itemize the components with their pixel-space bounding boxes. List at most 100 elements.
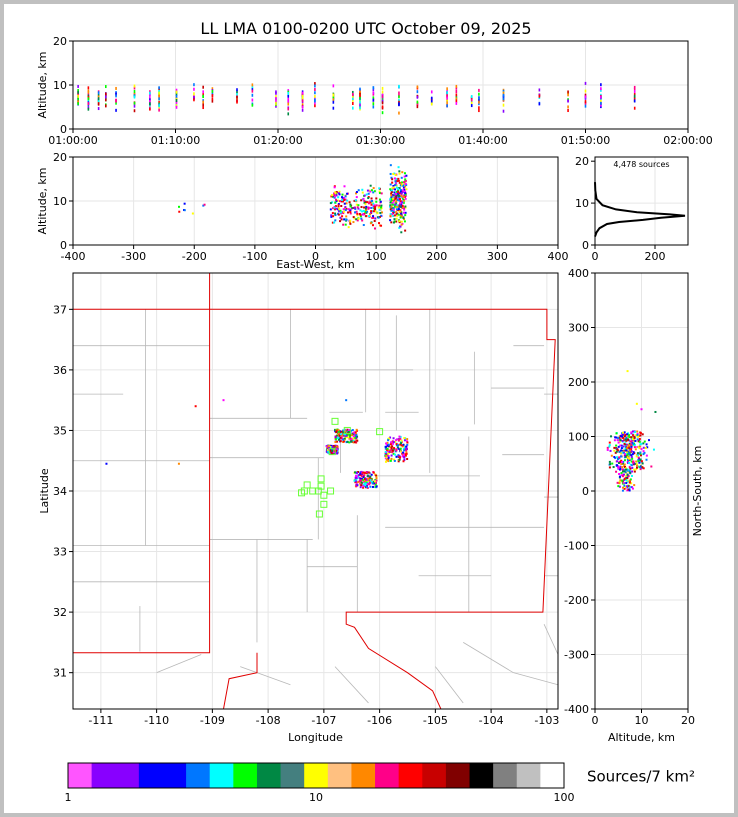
source-point <box>392 184 395 187</box>
colorbar-frame <box>67 762 565 789</box>
source-point <box>341 215 344 218</box>
source-point <box>392 215 395 218</box>
source-point <box>373 483 376 486</box>
source-point <box>618 461 621 464</box>
source-point <box>622 451 625 454</box>
source-point <box>632 461 635 464</box>
source-point <box>389 441 392 444</box>
source-point <box>632 442 635 445</box>
source-point <box>355 480 358 483</box>
source-point <box>353 432 356 435</box>
source-point <box>392 200 395 203</box>
source-point <box>183 202 186 205</box>
source-point <box>335 431 338 434</box>
source-point <box>363 199 366 202</box>
source-point <box>640 408 643 411</box>
source-point <box>624 471 627 474</box>
source-point <box>638 437 641 440</box>
source-point <box>331 221 334 224</box>
source-point <box>636 430 639 433</box>
source-point <box>392 208 395 211</box>
source-point <box>360 217 363 220</box>
time-axis-tick-label: 01:50:00 <box>561 134 610 147</box>
source-point <box>363 474 366 477</box>
source-point <box>380 224 383 227</box>
source-point <box>405 174 408 177</box>
source-point <box>359 87 361 91</box>
source-point <box>372 485 375 488</box>
source-point <box>630 437 633 440</box>
source-point <box>348 433 351 436</box>
source-point <box>335 194 338 197</box>
source-point <box>193 92 195 96</box>
source-point <box>344 436 347 439</box>
x-axis-label: Longitude <box>288 731 343 744</box>
source-point <box>502 97 505 101</box>
source-point <box>367 197 370 200</box>
county-boundary <box>156 654 202 674</box>
source-point <box>406 457 409 460</box>
source-point <box>372 86 375 90</box>
ew-axis-tick-label: 200 <box>426 250 447 263</box>
source-point <box>379 211 382 214</box>
source-point <box>391 213 394 216</box>
source-point <box>621 489 624 492</box>
source-point <box>403 172 406 175</box>
source-point <box>634 434 637 437</box>
source-point <box>625 451 628 454</box>
source-point <box>345 215 348 218</box>
source-point <box>352 431 355 434</box>
source-point <box>359 103 361 107</box>
source-point <box>363 482 366 485</box>
source-point <box>630 454 633 457</box>
source-point <box>628 445 631 448</box>
source-point <box>175 97 178 101</box>
count-axis-tick-label: 200 <box>645 250 666 263</box>
source-point <box>399 189 402 192</box>
source-point <box>633 96 636 100</box>
source-point <box>621 470 624 473</box>
source-point <box>287 91 290 95</box>
source-point <box>430 96 433 100</box>
source-point <box>397 187 400 190</box>
source-point <box>385 454 388 457</box>
source-point <box>400 444 403 447</box>
source-point <box>384 450 387 453</box>
source-point <box>105 92 107 96</box>
source-point <box>398 91 400 95</box>
source-point <box>398 435 401 438</box>
source-point <box>387 457 390 460</box>
source-point <box>365 486 368 489</box>
source-point <box>193 98 195 102</box>
source-point <box>344 218 347 221</box>
source-point <box>360 206 363 209</box>
source-point <box>393 459 396 462</box>
source-point <box>638 466 641 469</box>
source-point <box>377 216 380 219</box>
source-point <box>365 215 368 218</box>
source-point <box>402 187 405 190</box>
source-point <box>403 458 406 461</box>
source-point <box>400 176 403 179</box>
source-point <box>372 471 375 474</box>
station-marker <box>303 481 311 489</box>
source-point <box>642 442 645 445</box>
source-point <box>381 90 384 94</box>
source-point <box>404 197 407 200</box>
source-point <box>375 197 378 200</box>
source-point <box>625 477 628 480</box>
figure-frame <box>4 4 734 813</box>
source-point <box>446 91 448 95</box>
source-point <box>625 438 628 441</box>
source-point <box>384 457 387 460</box>
source-point <box>349 208 352 211</box>
source-point <box>401 445 404 448</box>
source-point <box>636 433 639 436</box>
source-point <box>631 457 634 460</box>
source-point <box>615 450 618 453</box>
source-point <box>175 90 178 94</box>
source-point <box>353 199 356 202</box>
source-point <box>647 439 650 442</box>
source-point <box>403 208 406 211</box>
source-point <box>629 440 632 443</box>
